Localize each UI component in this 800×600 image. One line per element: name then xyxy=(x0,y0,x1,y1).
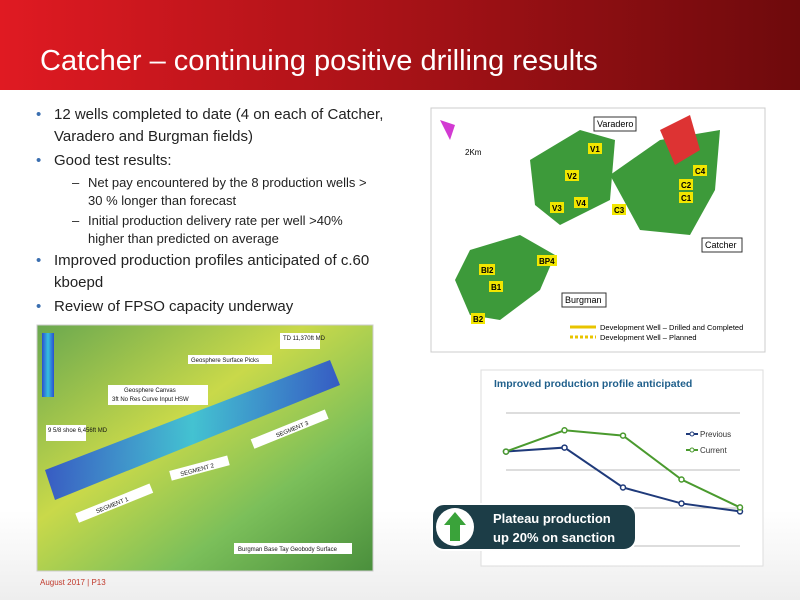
seismic-label: Burgman Base Tay Geobody Surface xyxy=(238,547,338,553)
well-label: V1 xyxy=(590,145,600,154)
seismic-label: Geosphere Surface Picks xyxy=(191,358,259,364)
seismic-section xyxy=(45,360,340,500)
callout-text: up 20% on sanction xyxy=(493,530,615,545)
well-label: V3 xyxy=(552,204,562,213)
field-label: Burgman xyxy=(565,295,602,305)
data-point xyxy=(736,504,744,511)
seismic-label: TD 11,370ft MD xyxy=(283,336,326,342)
map-legend-entry: Development Well – Drilled and Completed xyxy=(600,323,743,332)
legend-marker xyxy=(689,431,695,437)
slide-title: Catcher – continuing positive drilling r… xyxy=(40,45,598,77)
footer: August 2017 | P13 xyxy=(40,578,106,587)
data-point xyxy=(561,444,568,451)
data-point xyxy=(561,427,568,434)
sub-bullet: Net pay encountered by the 8 production … xyxy=(28,174,388,210)
seismic-label: 3ft No Res Curve Input HSW xyxy=(112,397,189,403)
data-point xyxy=(619,432,627,439)
well-label: B1 xyxy=(491,283,502,292)
data-point xyxy=(678,476,685,483)
well-label: B2 xyxy=(473,315,484,324)
well-label: C1 xyxy=(681,194,692,203)
legend-label: Previous xyxy=(700,430,731,439)
callout-text: Plateau production xyxy=(493,511,611,526)
callout-arrow xyxy=(444,512,466,541)
sub-bullet: Initial production delivery rate per wel… xyxy=(28,212,388,248)
legend-marker xyxy=(689,447,695,453)
data-point xyxy=(502,448,510,455)
bullet: 12 wells completed to date (4 on each of… xyxy=(28,104,388,148)
legend-label: Current xyxy=(700,446,727,455)
field-label: Catcher xyxy=(705,240,737,250)
callout-box xyxy=(431,503,637,551)
well-label: C4 xyxy=(695,167,706,176)
data-point xyxy=(619,484,627,491)
bullet: Good test results: xyxy=(28,150,388,172)
chart-plot: Previous Current xyxy=(502,427,744,515)
seismic-label: Geosphere Canvas xyxy=(124,388,176,394)
seismic-labels: TD 11,370ft MD Geosphere Surface Picks G… xyxy=(46,333,352,554)
map-scale: 2Km xyxy=(465,148,482,157)
well-label: V4 xyxy=(576,199,586,208)
field-label: Varadero xyxy=(597,119,633,129)
well-label: C3 xyxy=(614,206,625,215)
bullet-list: 12 wells completed to date (4 on each of… xyxy=(28,104,388,320)
seismic-label: 9 5/8 shoe 6,456ft MD xyxy=(48,428,108,434)
well-label: V2 xyxy=(567,172,577,181)
bullet: Review of FPSO capacity underway xyxy=(28,296,388,318)
chart-title: Improved production profile anticipated xyxy=(494,378,692,390)
header-band xyxy=(0,0,800,90)
seismic-colorbar xyxy=(42,333,54,397)
data-point xyxy=(678,500,685,507)
well-label: BI2 xyxy=(481,266,494,275)
map-legend-entry: Development Well – Planned xyxy=(600,333,697,342)
bullet: Improved production profiles anticipated… xyxy=(28,250,388,294)
well-labels: V1 V2 V3 V4 C1 C2 C3 C4 B1 B2 BP4 BI2 xyxy=(471,143,707,324)
well-label: BP4 xyxy=(539,257,555,266)
well-label: C2 xyxy=(681,181,692,190)
